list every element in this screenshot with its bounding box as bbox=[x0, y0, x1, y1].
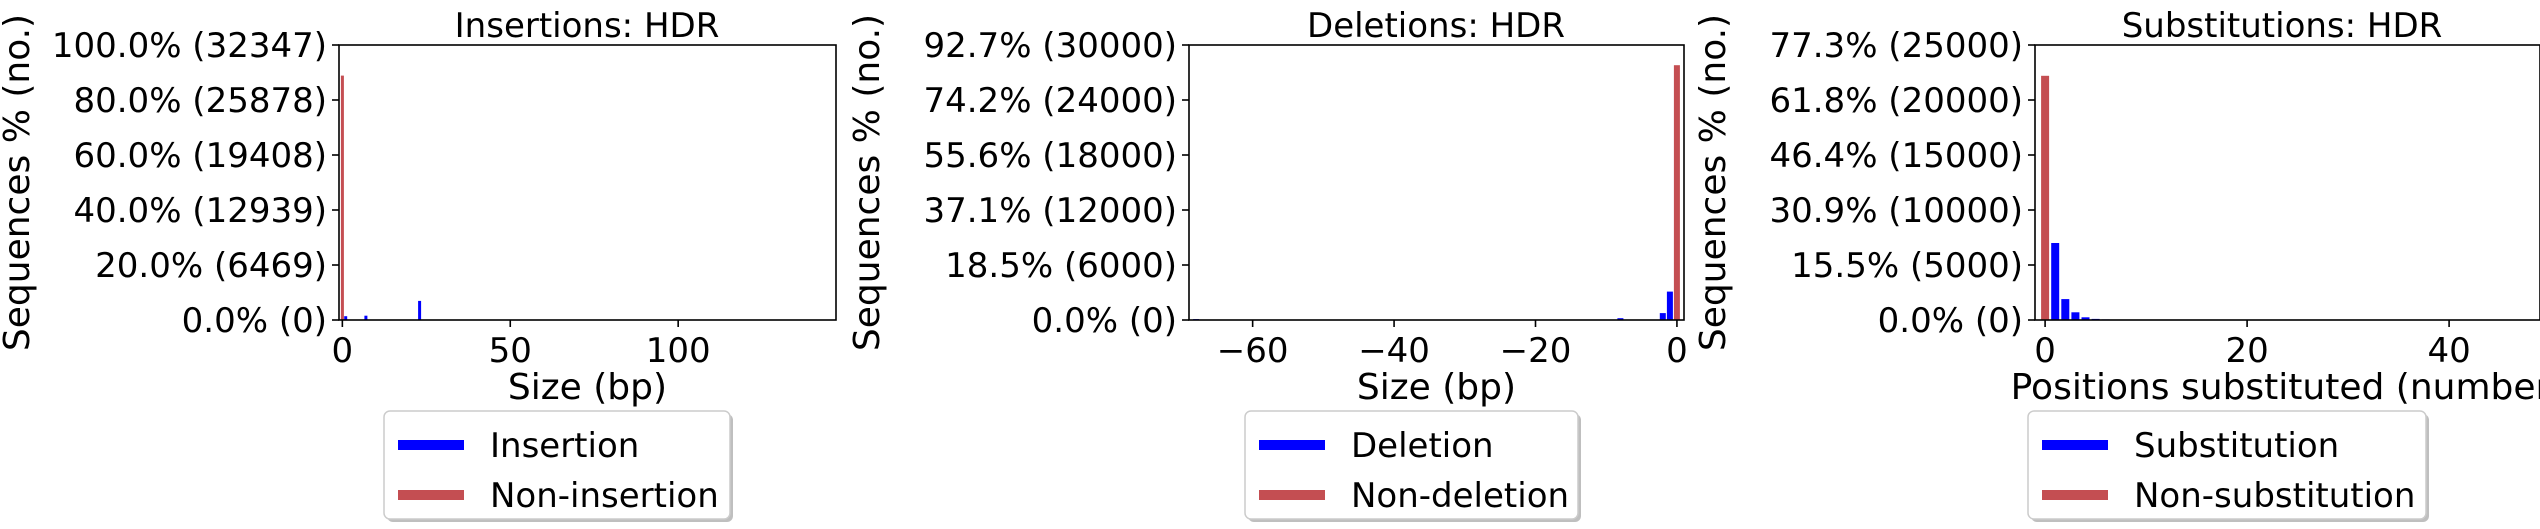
chart-title: Deletions: HDR bbox=[1307, 6, 1565, 46]
y-axis-label: Sequences % (no.) bbox=[0, 14, 38, 351]
bar-substitution bbox=[2061, 299, 2070, 320]
y-tick-label: 0.0% (0) bbox=[1032, 301, 1177, 341]
x-tick-label: −20 bbox=[1500, 331, 1572, 371]
x-tick-label: 100 bbox=[646, 331, 711, 371]
bar-deletion bbox=[1617, 318, 1624, 320]
x-axis-label: Size (bp) bbox=[508, 367, 667, 408]
y-tick-label: 46.4% (15000) bbox=[1769, 136, 2023, 176]
x-tick-label: −40 bbox=[1358, 331, 1430, 371]
chart-panel-2: 0.0% (0) 18.5% (6000) 37.1% (12000) 55.6% (… bbox=[847, 6, 1688, 522]
y-axis-label: Sequences % (no.) bbox=[847, 14, 888, 351]
y-tick-label: 61.8% (20000) bbox=[1769, 81, 2023, 121]
y-tick-label: 37.1% (12000) bbox=[923, 191, 1177, 231]
y-tick-label: 30.9% (10000) bbox=[1769, 191, 2023, 231]
y-tick-label: 20.0% (6469) bbox=[95, 246, 327, 286]
chart-title: Insertions: HDR bbox=[455, 6, 720, 46]
bar-insertion bbox=[418, 300, 422, 320]
bar-substitution bbox=[2051, 243, 2060, 320]
y-tick-label: 0.0% (0) bbox=[1878, 301, 2023, 341]
plot-frame bbox=[2034, 44, 2540, 321]
bar-non-deletion bbox=[1673, 65, 1680, 320]
x-tick-label: 50 bbox=[489, 331, 532, 371]
y-tick-label: 40.0% (12939) bbox=[73, 191, 327, 231]
chart-panel-1: 0.0% (0) 20.0% (6469) 40.0% (12939) 60.0% (… bbox=[0, 6, 837, 522]
x-tick-label: −60 bbox=[1217, 331, 1289, 371]
y-tick-label: 15.5% (5000) bbox=[1791, 246, 2023, 286]
legend-label: Non-substitution bbox=[2134, 476, 2415, 516]
legend-label: Substitution bbox=[2134, 426, 2339, 466]
y-tick-label: 100.0% (32347) bbox=[52, 26, 327, 66]
bar-non-substitution bbox=[2041, 75, 2050, 320]
bar-substitution bbox=[2071, 312, 2080, 320]
x-tick-label: 0 bbox=[2034, 331, 2056, 371]
chart-title: Substitutions: HDR bbox=[2122, 6, 2443, 46]
y-tick-label: 77.3% (25000) bbox=[1769, 26, 2023, 66]
legend: Insertion Non-insertion bbox=[383, 410, 733, 522]
x-tick-label: 20 bbox=[2225, 331, 2268, 371]
plot-frame bbox=[1188, 44, 1685, 321]
x-axis-label: Positions substituted (number) bbox=[2011, 367, 2540, 408]
y-tick-label: 74.2% (24000) bbox=[923, 81, 1177, 121]
legend-label: Deletion bbox=[1351, 426, 1494, 466]
y-tick-label: 80.0% (25878) bbox=[73, 81, 327, 121]
bar-deletion bbox=[1659, 313, 1666, 320]
y-tick-label: 60.0% (19408) bbox=[73, 136, 327, 176]
chart-panel-3: 0.0% (0) 15.5% (5000) 30.9% (10000) 46.4% (… bbox=[1693, 6, 2540, 522]
x-axis-label: Size (bp) bbox=[1357, 367, 1516, 408]
legend-label: Non-insertion bbox=[490, 476, 719, 516]
bar-non-insertion bbox=[340, 75, 344, 320]
y-tick-label: 0.0% (0) bbox=[182, 301, 327, 341]
legend-label: Insertion bbox=[490, 426, 639, 466]
legend-box bbox=[1244, 410, 1579, 520]
x-tick-label: 0 bbox=[332, 331, 354, 371]
y-tick-label: 92.7% (30000) bbox=[923, 26, 1177, 66]
y-tick-label: 55.6% (18000) bbox=[923, 136, 1177, 176]
y-tick-label: 18.5% (6000) bbox=[945, 246, 1177, 286]
x-tick-label: 40 bbox=[2427, 331, 2470, 371]
legend: Substitution Non-substitution bbox=[2027, 410, 2429, 522]
x-tick-label: 0 bbox=[1666, 331, 1688, 371]
y-axis-label: Sequences % (no.) bbox=[1693, 14, 1734, 351]
bar-deletion bbox=[1666, 291, 1673, 320]
legend-box bbox=[383, 410, 731, 520]
bar-substitution bbox=[2081, 317, 2090, 321]
plot-frame bbox=[338, 44, 837, 321]
bar-insertion bbox=[364, 315, 368, 320]
legend-label: Non-deletion bbox=[1351, 476, 1569, 516]
legend: Deletion Non-deletion bbox=[1244, 410, 1581, 522]
legend-box bbox=[2027, 410, 2427, 520]
bar-insertion bbox=[344, 316, 348, 320]
